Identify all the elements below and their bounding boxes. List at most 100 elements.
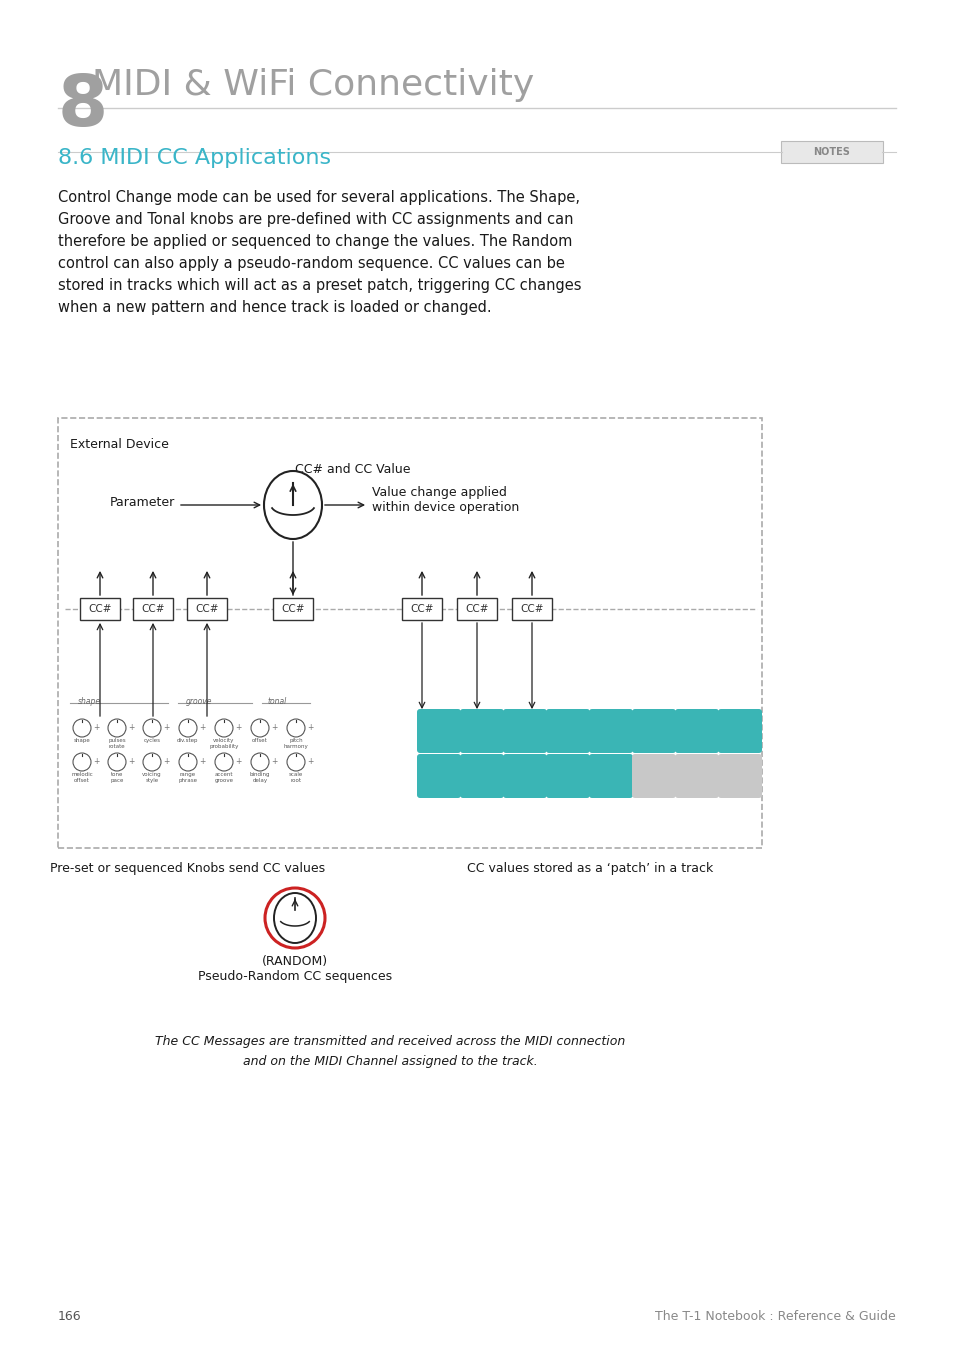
Circle shape — [143, 753, 161, 771]
Text: shape: shape — [73, 738, 91, 742]
Text: groove: groove — [186, 697, 213, 706]
Text: range
phrase: range phrase — [178, 772, 197, 783]
Text: CC#: CC# — [519, 603, 543, 614]
Text: (RANDOM)
Pseudo-Random CC sequences: (RANDOM) Pseudo-Random CC sequences — [197, 954, 392, 983]
Circle shape — [265, 888, 325, 948]
Text: +: + — [163, 724, 170, 733]
Text: CC#: CC# — [141, 603, 165, 614]
Text: The CC Messages are transmitted and received across the MIDI connection: The CC Messages are transmitted and rece… — [154, 1035, 624, 1048]
Text: velocity
probability: velocity probability — [209, 738, 238, 749]
Bar — [187, 598, 227, 620]
Text: Value change applied
within device operation: Value change applied within device opera… — [372, 486, 518, 514]
Text: CC# and CC Value: CC# and CC Value — [294, 463, 410, 477]
Circle shape — [214, 753, 233, 771]
Text: accent
groove: accent groove — [214, 772, 233, 783]
Text: pitch
harmony: pitch harmony — [283, 738, 308, 749]
Text: binding
delay: binding delay — [250, 772, 270, 783]
Circle shape — [214, 720, 233, 737]
Text: +: + — [92, 724, 99, 733]
Text: +: + — [234, 724, 241, 733]
Text: +: + — [271, 724, 277, 733]
Bar — [273, 598, 313, 620]
Text: +: + — [92, 757, 99, 767]
Circle shape — [73, 720, 91, 737]
Bar — [132, 598, 172, 620]
Ellipse shape — [264, 471, 322, 539]
Text: cycles: cycles — [143, 738, 160, 742]
Text: +: + — [163, 757, 170, 767]
Text: +: + — [307, 724, 313, 733]
Text: +: + — [199, 757, 205, 767]
FancyBboxPatch shape — [588, 709, 633, 753]
Text: +: + — [234, 757, 241, 767]
Text: melodic
offset: melodic offset — [71, 772, 92, 783]
Circle shape — [143, 720, 161, 737]
Text: when a new pattern and hence track is loaded or changed.: when a new pattern and hence track is lo… — [58, 300, 491, 315]
Text: +: + — [128, 757, 134, 767]
Text: +: + — [271, 757, 277, 767]
Text: 8.6 MIDI CC Applications: 8.6 MIDI CC Applications — [58, 148, 331, 167]
Circle shape — [179, 753, 196, 771]
Ellipse shape — [274, 892, 315, 944]
Text: shape: shape — [78, 697, 101, 706]
FancyBboxPatch shape — [416, 709, 460, 753]
Text: External Device: External Device — [70, 437, 169, 451]
Text: tone
pace: tone pace — [111, 772, 124, 783]
FancyBboxPatch shape — [675, 709, 719, 753]
Text: MIDI & WiFi Connectivity: MIDI & WiFi Connectivity — [91, 68, 534, 103]
FancyBboxPatch shape — [545, 755, 589, 798]
Text: CC#: CC# — [410, 603, 434, 614]
FancyBboxPatch shape — [718, 709, 761, 753]
Text: stored in tracks which will act as a preset patch, triggering CC changes: stored in tracks which will act as a pre… — [58, 278, 581, 293]
Text: div.step: div.step — [177, 738, 198, 742]
FancyBboxPatch shape — [631, 755, 676, 798]
Text: offset: offset — [252, 738, 268, 742]
Text: CC#: CC# — [281, 603, 304, 614]
Text: control can also apply a pseudo-random sequence. CC values can be: control can also apply a pseudo-random s… — [58, 256, 564, 271]
Text: Groove and Tonal knobs are pre-defined with CC assignments and can: Groove and Tonal knobs are pre-defined w… — [58, 212, 573, 227]
FancyBboxPatch shape — [631, 709, 676, 753]
Bar — [401, 598, 441, 620]
Text: CC values stored as a ‘patch’ in a track: CC values stored as a ‘patch’ in a track — [466, 863, 713, 875]
FancyBboxPatch shape — [416, 755, 460, 798]
FancyBboxPatch shape — [545, 709, 589, 753]
Bar — [58, 418, 761, 848]
Circle shape — [251, 753, 269, 771]
FancyBboxPatch shape — [588, 755, 633, 798]
Circle shape — [287, 720, 305, 737]
Text: Control Change mode can be used for several applications. The Shape,: Control Change mode can be used for seve… — [58, 190, 579, 205]
Text: +: + — [199, 724, 205, 733]
Circle shape — [287, 753, 305, 771]
Text: NOTES: NOTES — [813, 147, 849, 157]
Text: CC#: CC# — [465, 603, 488, 614]
Text: voicing
style: voicing style — [142, 772, 162, 783]
Circle shape — [73, 753, 91, 771]
Text: 166: 166 — [58, 1310, 82, 1323]
Text: +: + — [128, 724, 134, 733]
Text: and on the MIDI Channel assigned to the track.: and on the MIDI Channel assigned to the … — [242, 1054, 537, 1068]
Text: CC#: CC# — [89, 603, 112, 614]
Text: 8: 8 — [58, 72, 108, 140]
Bar — [80, 598, 120, 620]
Circle shape — [108, 753, 126, 771]
Text: scale
root: scale root — [289, 772, 303, 783]
Text: pulses
rotate: pulses rotate — [108, 738, 126, 749]
Text: tonal: tonal — [268, 697, 287, 706]
FancyBboxPatch shape — [781, 140, 882, 163]
FancyBboxPatch shape — [718, 755, 761, 798]
Text: Parameter: Parameter — [110, 497, 174, 509]
Text: Pre-set or sequenced Knobs send CC values: Pre-set or sequenced Knobs send CC value… — [51, 863, 325, 875]
Text: The T-1 Notebook : Reference & Guide: The T-1 Notebook : Reference & Guide — [655, 1310, 895, 1323]
Text: therefore be applied or sequenced to change the values. The Random: therefore be applied or sequenced to cha… — [58, 234, 572, 248]
FancyBboxPatch shape — [502, 755, 546, 798]
FancyBboxPatch shape — [459, 709, 503, 753]
FancyBboxPatch shape — [675, 755, 719, 798]
Text: +: + — [307, 757, 313, 767]
Circle shape — [108, 720, 126, 737]
FancyBboxPatch shape — [502, 709, 546, 753]
Circle shape — [179, 720, 196, 737]
Bar — [512, 598, 552, 620]
Bar — [456, 598, 497, 620]
FancyBboxPatch shape — [459, 755, 503, 798]
Text: CC#: CC# — [195, 603, 218, 614]
